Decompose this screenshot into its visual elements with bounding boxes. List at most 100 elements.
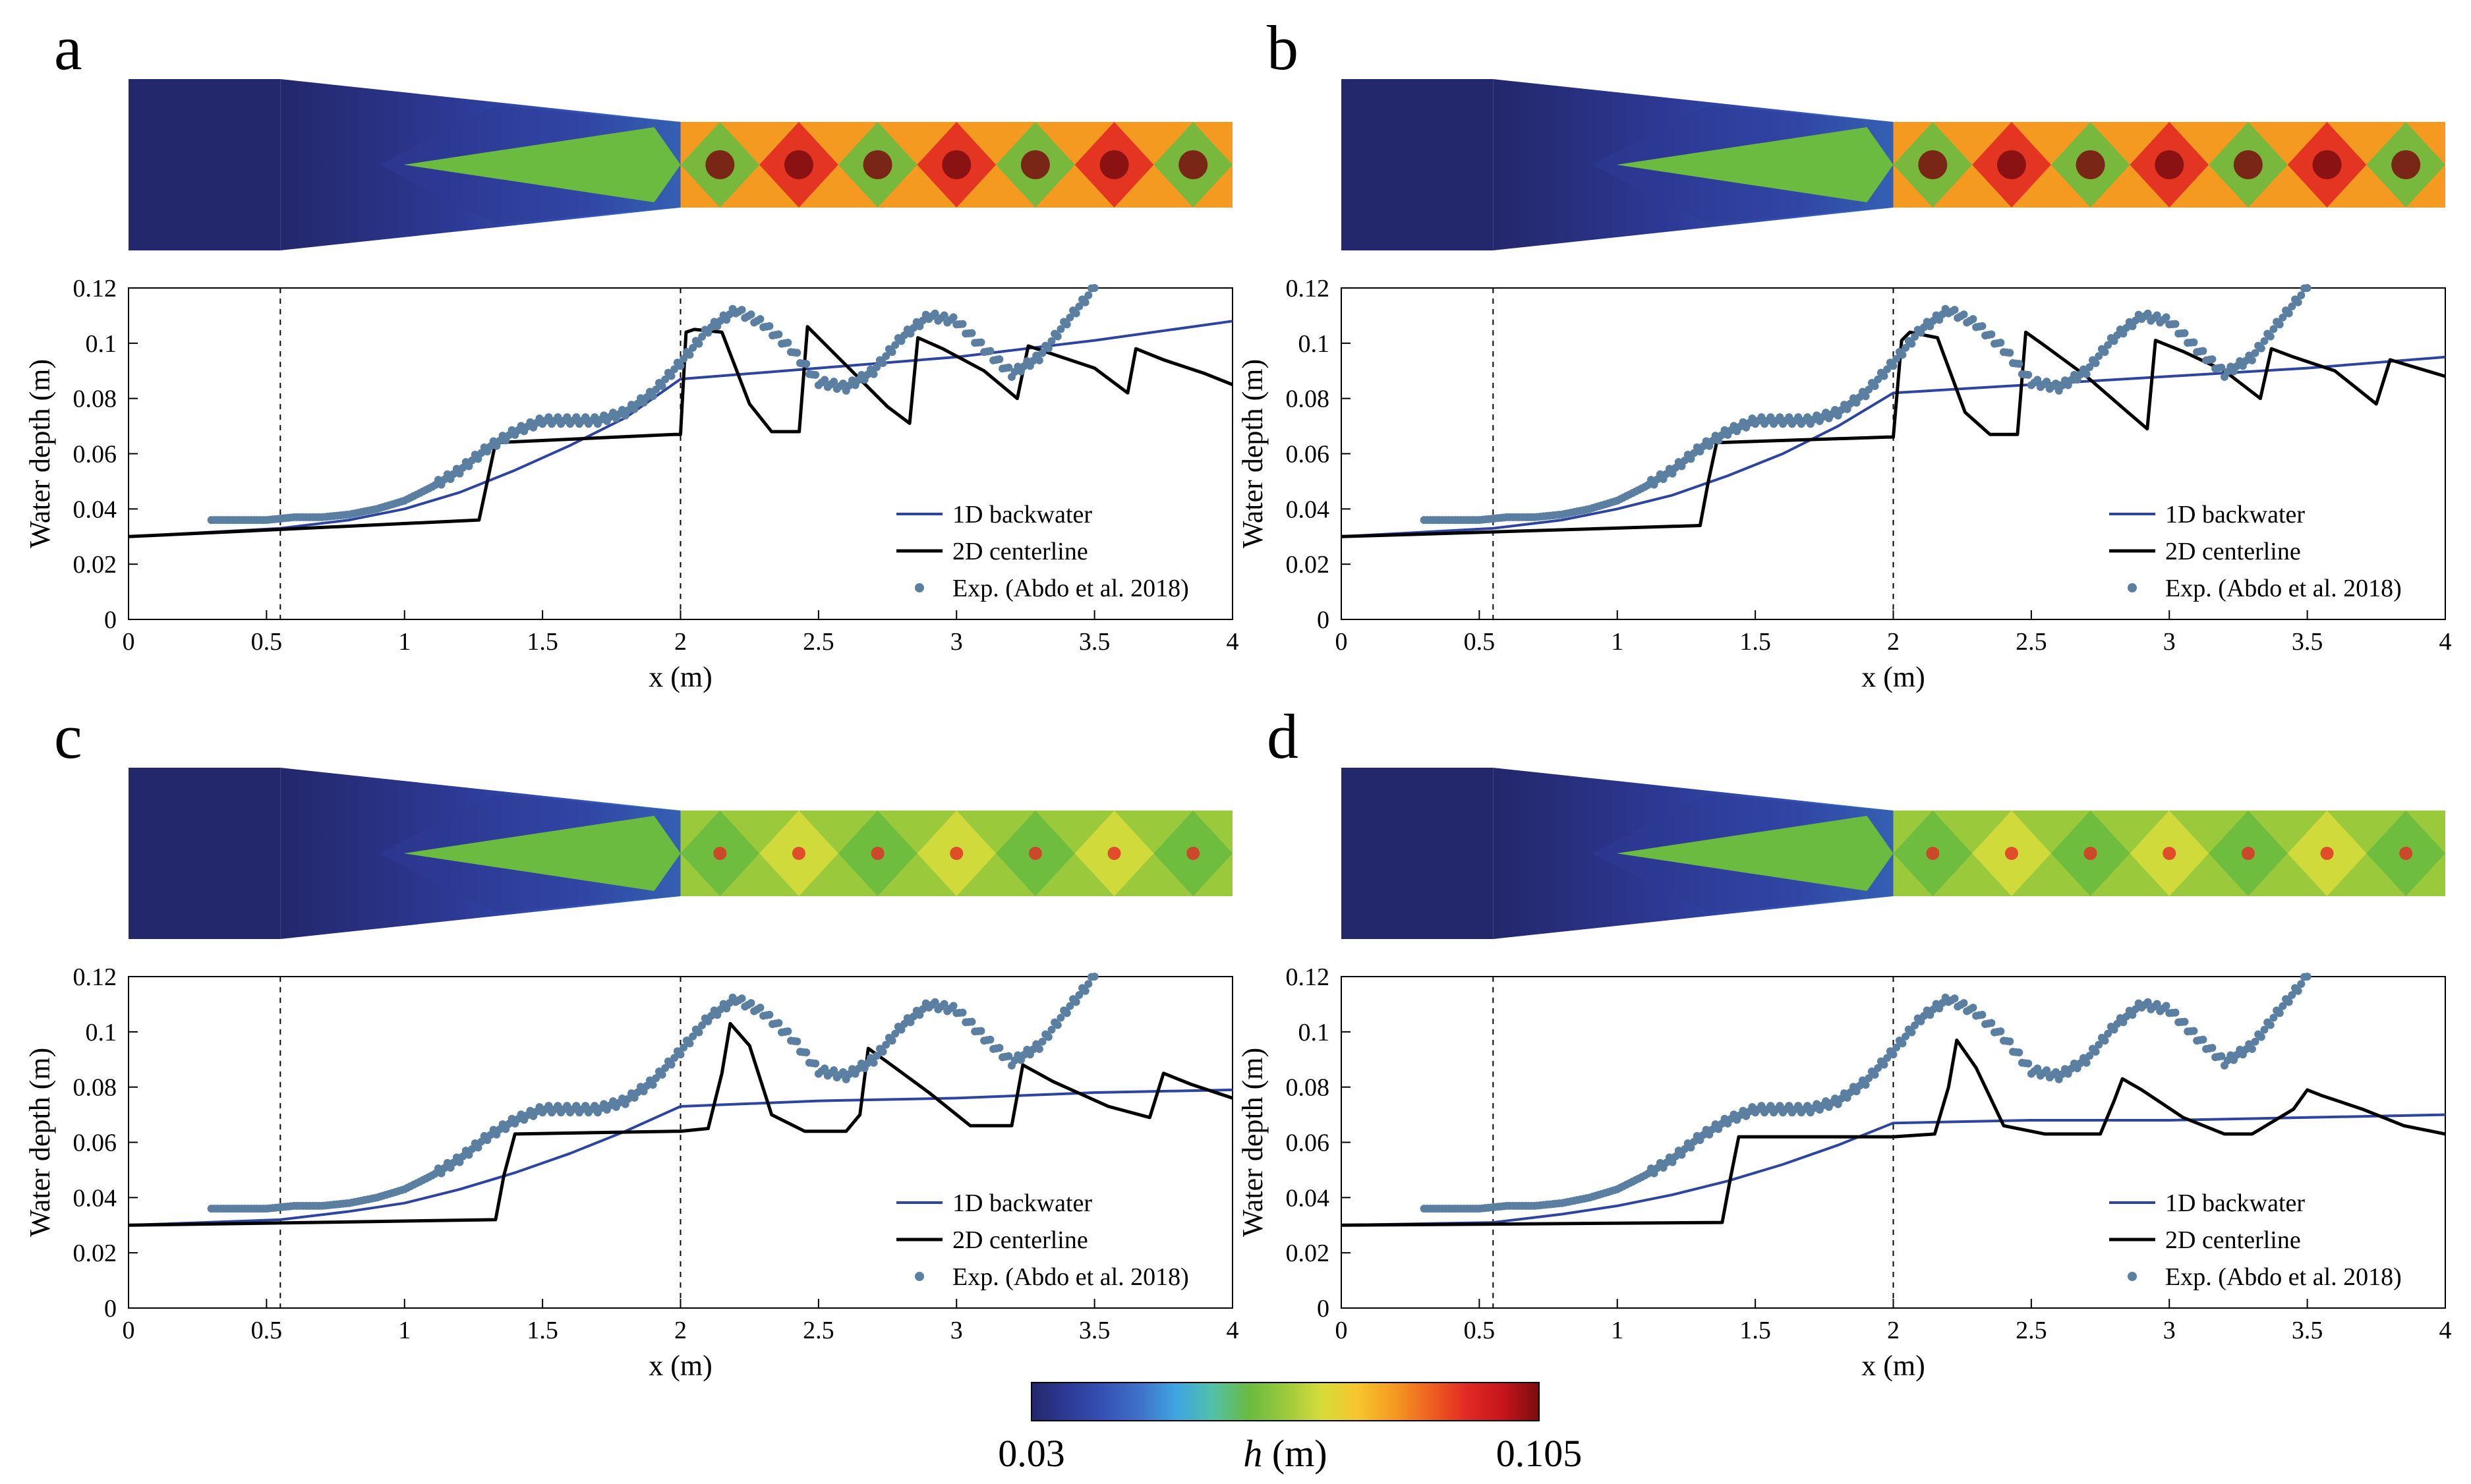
- x-tick-label: 3: [950, 1317, 963, 1344]
- exp-point: [784, 1027, 792, 1035]
- exp-point: [581, 413, 590, 422]
- plot-box: [1341, 287, 2446, 620]
- y-tick-label: 0.06: [1286, 441, 1330, 469]
- exp-point: [2303, 284, 2311, 292]
- x-tick-label: 2.5: [803, 628, 834, 656]
- legend-swatch: [915, 1272, 924, 1281]
- exp-point: [581, 1102, 590, 1110]
- exp-point: [2101, 348, 2109, 357]
- exp-point: [2033, 376, 2042, 384]
- exp-point: [811, 370, 820, 379]
- exp-point: [685, 1039, 694, 1048]
- x-tick-label: 1.5: [527, 628, 558, 656]
- panel-b: b 0 0.5 1 1.5 2 2.5 3 3.5 4 0 0.02 0.04 0.06 0.08 0.1 0.…: [1236, 13, 2452, 693]
- exp-point: [1057, 325, 1065, 333]
- exp-point: [563, 413, 571, 422]
- map-peak-spot: [2233, 150, 2263, 179]
- exp-point: [689, 1032, 697, 1041]
- map-upstream-region: [1341, 768, 1494, 939]
- map-peak-spot: [2391, 150, 2421, 179]
- exp-point: [891, 1029, 900, 1038]
- exp-point: [676, 1050, 685, 1059]
- exp-point: [1075, 302, 1084, 310]
- map-peak-spot: [1186, 847, 1200, 860]
- y-tick-label: 0.02: [1286, 1240, 1330, 1267]
- map-peak-spot: [1918, 150, 1948, 179]
- y-tick-label: 0.04: [73, 496, 117, 523]
- panel-letter: c: [54, 701, 82, 772]
- exp-point: [888, 348, 896, 357]
- colorbar-gradient: [1031, 1382, 1540, 1421]
- exp-point: [2199, 1035, 2207, 1044]
- exp-point: [968, 1017, 976, 1026]
- exp-point: [2266, 332, 2275, 341]
- legend-swatch: [915, 583, 924, 592]
- x-tick-label: 2: [674, 628, 687, 656]
- map-peak-spot: [784, 150, 813, 179]
- exp-point: [2294, 986, 2302, 995]
- map-contraction-diamond: [403, 127, 681, 202]
- exp-point: [1066, 313, 1074, 322]
- y-tick-label: 0: [104, 1295, 117, 1323]
- exp-point: [554, 413, 562, 422]
- exp-point: [2269, 325, 2278, 333]
- exp-point: [1996, 1027, 2005, 1035]
- exp-point: [1090, 284, 1099, 292]
- exp-point: [591, 1102, 599, 1110]
- exp-point: [2043, 378, 2051, 386]
- map-peak-spot: [1099, 150, 1129, 179]
- exp-point: [2269, 1013, 2278, 1022]
- series-2d-centerline: [128, 325, 1233, 538]
- exp-point: [2279, 1002, 2287, 1010]
- exp-point: [977, 1027, 985, 1035]
- exp-point: [658, 382, 666, 390]
- exp-point: [793, 349, 801, 357]
- exp-point: [2303, 973, 2311, 981]
- legend-label: Exp. (Abdo et al. 2018): [952, 575, 1189, 602]
- exp-point: [1960, 999, 1968, 1008]
- x-tick-label: 3.5: [1079, 628, 1111, 656]
- exp-point: [1865, 385, 1873, 394]
- exp-point: [2085, 363, 2094, 372]
- exp-point: [1072, 309, 1080, 318]
- y-tick-label: 0.08: [73, 1074, 117, 1102]
- series-exp: [207, 973, 1099, 1213]
- x-tick-label: 4: [2439, 628, 2452, 656]
- exp-point: [2033, 1064, 2042, 1073]
- exp-point: [2082, 1058, 2091, 1067]
- exp-point: [670, 365, 679, 374]
- exp-point: [649, 392, 657, 401]
- x-tick-label: 0: [123, 628, 135, 656]
- y-tick-label: 0.08: [73, 385, 117, 413]
- legend: 1D backwater 2D centerline Exp. (Abdo et a…: [896, 1189, 1189, 1291]
- legend-swatch: [2128, 583, 2137, 592]
- x-tick-label: 3: [950, 628, 963, 656]
- exp-point: [2143, 309, 2152, 318]
- exp-point: [1902, 1032, 1910, 1041]
- exp-point: [839, 379, 848, 387]
- exp-point: [1766, 1102, 1775, 1110]
- map-peak-spot: [2163, 847, 2176, 860]
- exp-point: [1004, 363, 1013, 372]
- exp-point: [1969, 315, 1977, 324]
- panel-letter: a: [54, 13, 82, 83]
- map-upstream-region: [1341, 79, 1494, 250]
- map-contraction-diamond: [403, 816, 681, 891]
- depth-map: [1341, 768, 2445, 939]
- exp-point: [2279, 313, 2287, 322]
- exp-point: [1883, 365, 1892, 374]
- x-tick-label: 1: [1611, 628, 1623, 656]
- exp-point: [1874, 1064, 1882, 1072]
- exp-point: [2257, 344, 2265, 353]
- legend-label: 2D centerline: [952, 1226, 1088, 1254]
- map-downstream-channel: [1893, 122, 2445, 208]
- exp-point: [821, 1064, 829, 1073]
- exp-point: [695, 1028, 703, 1037]
- y-tick-label: 0: [104, 606, 117, 634]
- map-peak-spot: [2312, 150, 2342, 179]
- y-tick-label: 0.12: [73, 275, 117, 302]
- exp-point: [2190, 1027, 2198, 1035]
- x-tick-label: 1: [398, 628, 411, 656]
- exp-point: [1861, 392, 1870, 401]
- exp-point: [1066, 1002, 1074, 1010]
